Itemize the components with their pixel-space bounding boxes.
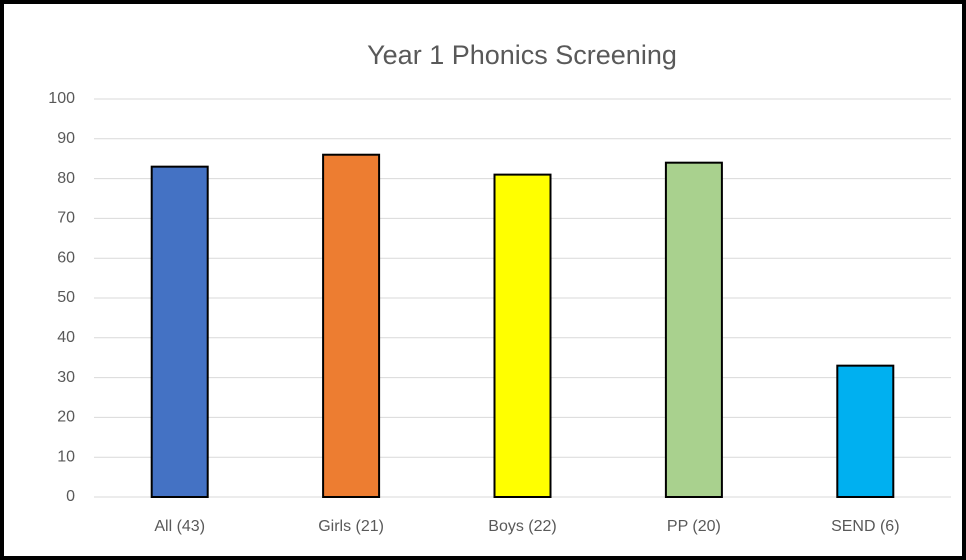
chart-title: Year 1 Phonics Screening <box>367 40 677 70</box>
y-tick-label: 20 <box>57 409 75 426</box>
y-tick-label: 50 <box>57 289 75 306</box>
bar <box>150 165 209 498</box>
x-tick-label: PP (20) <box>667 518 721 535</box>
y-tick-label: 0 <box>66 488 75 505</box>
y-tick-label: 40 <box>57 329 75 346</box>
x-tick-label: SEND (6) <box>831 518 899 535</box>
bar <box>322 153 381 498</box>
y-tick-label: 80 <box>57 170 75 187</box>
bar <box>493 173 552 498</box>
y-tick-label: 70 <box>57 210 75 227</box>
bar <box>836 364 895 498</box>
x-tick-label: Girls (21) <box>318 518 384 535</box>
y-tick-label: 60 <box>57 249 75 266</box>
y-tick-label: 30 <box>57 369 75 386</box>
bar <box>664 161 723 498</box>
y-tick-label: 100 <box>48 90 75 107</box>
y-tick-label: 90 <box>57 130 75 147</box>
y-tick-label: 10 <box>57 448 75 465</box>
x-tick-label: All (43) <box>154 518 205 535</box>
x-tick-label: Boys (22) <box>488 518 556 535</box>
